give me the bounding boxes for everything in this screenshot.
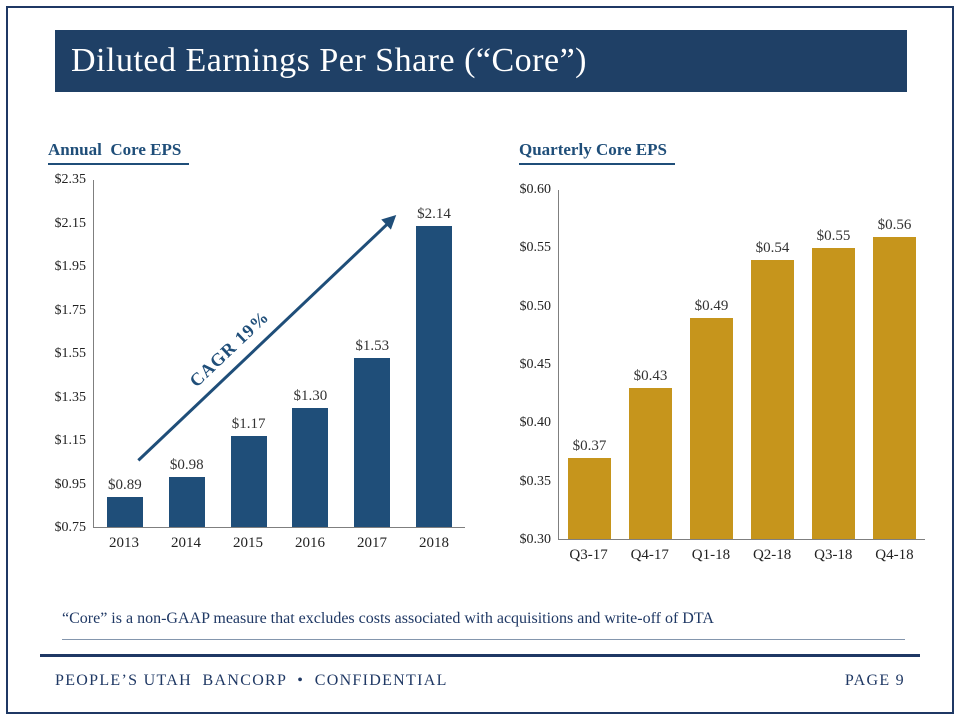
bar-value-label: $1.17 <box>231 415 266 432</box>
y-tick-label: $0.40 <box>519 415 552 431</box>
category-label: Q4-18 <box>875 547 914 563</box>
bar-value-label: $0.89 <box>108 476 142 493</box>
y-tick-label: $2.35 <box>54 172 87 187</box>
y-tick-label: $1.95 <box>54 259 87 274</box>
bar-slot: $1.30 <box>279 180 341 527</box>
quarterly-chart-title: Quarterly Core EPS <box>519 140 675 165</box>
bar <box>106 496 143 527</box>
plot-area: $0.37 $0.43 $0.49 $0.54 $0.55 $0.56 <box>558 190 925 540</box>
y-tick-label: $2.15 <box>54 215 87 231</box>
footer-divider <box>40 654 920 657</box>
y-axis: $0.30 $0.35 $0.40 $0.45 $0.50 $0.55 $0.60 <box>510 182 558 547</box>
bar-value-label: $0.55 <box>816 228 851 245</box>
bar-slot: $1.53 <box>341 180 403 527</box>
bar <box>168 477 205 527</box>
bar <box>416 225 452 527</box>
category-label: 2014 <box>171 535 201 551</box>
annual-core-eps-chart: $0.75 $0.95 $1.15 $1.35 $1.55 $1.75 $1.95 $2.15… <box>45 172 465 552</box>
y-tick-label: $1.75 <box>54 302 87 318</box>
bar-slot: $1.17 <box>218 180 280 527</box>
bar <box>568 457 611 539</box>
category-label: Q3-17 <box>569 547 608 563</box>
category-label: 2015 <box>233 535 263 551</box>
bar <box>230 435 267 527</box>
category-label: 2018 <box>419 535 449 551</box>
bar-value-label: $1.53 <box>355 337 390 354</box>
annual-chart-title: Annual Core EPS <box>48 140 190 165</box>
y-tick-label: $0.95 <box>54 476 87 492</box>
category-label: 2013 <box>109 535 139 551</box>
bar-slot: $0.56 <box>864 190 925 539</box>
bar <box>873 236 916 539</box>
bar-value-label: $0.56 <box>877 216 912 233</box>
footer-company: PEOPLE’S UTAH BANCORP • CONFIDENTIAL <box>55 672 448 689</box>
category-label: Q1-18 <box>691 547 731 563</box>
footnote: “Core” is a non-GAAP measure that exclud… <box>62 610 905 640</box>
y-tick-label: $0.35 <box>519 473 552 489</box>
y-tick-label: $0.50 <box>519 298 552 314</box>
bar-value-label: $1.30 <box>293 387 328 404</box>
bar-slot: $0.43 <box>620 190 681 539</box>
y-tick-label: $1.55 <box>54 346 87 361</box>
bar-slot: $0.89 <box>94 180 156 527</box>
category-label: Q3-18 <box>814 547 853 563</box>
bar-value-label: $2.14 <box>417 205 451 222</box>
bar-slot: $0.55 <box>803 190 864 539</box>
footer-page-number: PAGE 9 <box>844 672 905 689</box>
bar-value-label: $0.43 <box>633 367 668 384</box>
category-label: Q2-18 <box>752 547 792 563</box>
y-tick-label: $0.45 <box>519 357 552 372</box>
bar <box>292 407 329 527</box>
y-axis: $0.75 $0.95 $1.15 $1.35 $1.55 $1.75 $1.95 $2.15… <box>45 172 93 535</box>
bar-value-label: $0.49 <box>694 297 729 314</box>
y-tick-label: $0.55 <box>519 240 552 256</box>
bar-slot: $0.49 <box>681 190 742 539</box>
category-label: 2016 <box>295 535 325 551</box>
y-tick-label: $1.15 <box>54 433 87 448</box>
bar-value-label: $0.98 <box>169 457 204 474</box>
plot-area: CAGR 19% $0.89 $0.98 $1.17 $1.30 $1.53 $2.14 <box>93 180 465 528</box>
bar-slot: $0.98 <box>156 180 218 527</box>
y-tick-label: $0.60 <box>519 182 552 197</box>
y-tick-label: $0.30 <box>519 532 552 547</box>
bar-value-label: $0.54 <box>755 239 790 256</box>
bar <box>812 248 855 539</box>
bar-value-label: $0.37 <box>572 437 607 454</box>
bar <box>751 259 794 539</box>
slide-title: Diluted Earnings Per Share (“Core”) <box>71 42 587 79</box>
title-banner: Diluted Earnings Per Share (“Core”) <box>55 30 907 92</box>
y-tick-label: $1.35 <box>54 389 87 405</box>
x-axis: Q3-17 Q4-17 Q1-18 Q2-18 Q3-18 Q4-18 <box>558 540 925 564</box>
bar-slot: $0.54 <box>742 190 803 539</box>
bar <box>690 317 733 539</box>
bar <box>629 387 672 539</box>
x-axis: 2013 2014 2015 2016 2017 2018 <box>93 528 465 552</box>
bar <box>354 357 391 527</box>
footer: PEOPLE’S UTAH BANCORP • CONFIDENTIAL PAG… <box>55 672 905 690</box>
bar-slot: $0.37 <box>559 190 620 539</box>
quarterly-core-eps-chart: $0.30 $0.35 $0.40 $0.45 $0.50 $0.55 $0.60 $0.3… <box>510 182 925 564</box>
category-label: Q4-17 <box>630 547 669 563</box>
y-tick-label: $0.75 <box>54 520 87 535</box>
bar-slot: $2.14 <box>403 180 465 527</box>
category-label: 2017 <box>357 535 387 551</box>
